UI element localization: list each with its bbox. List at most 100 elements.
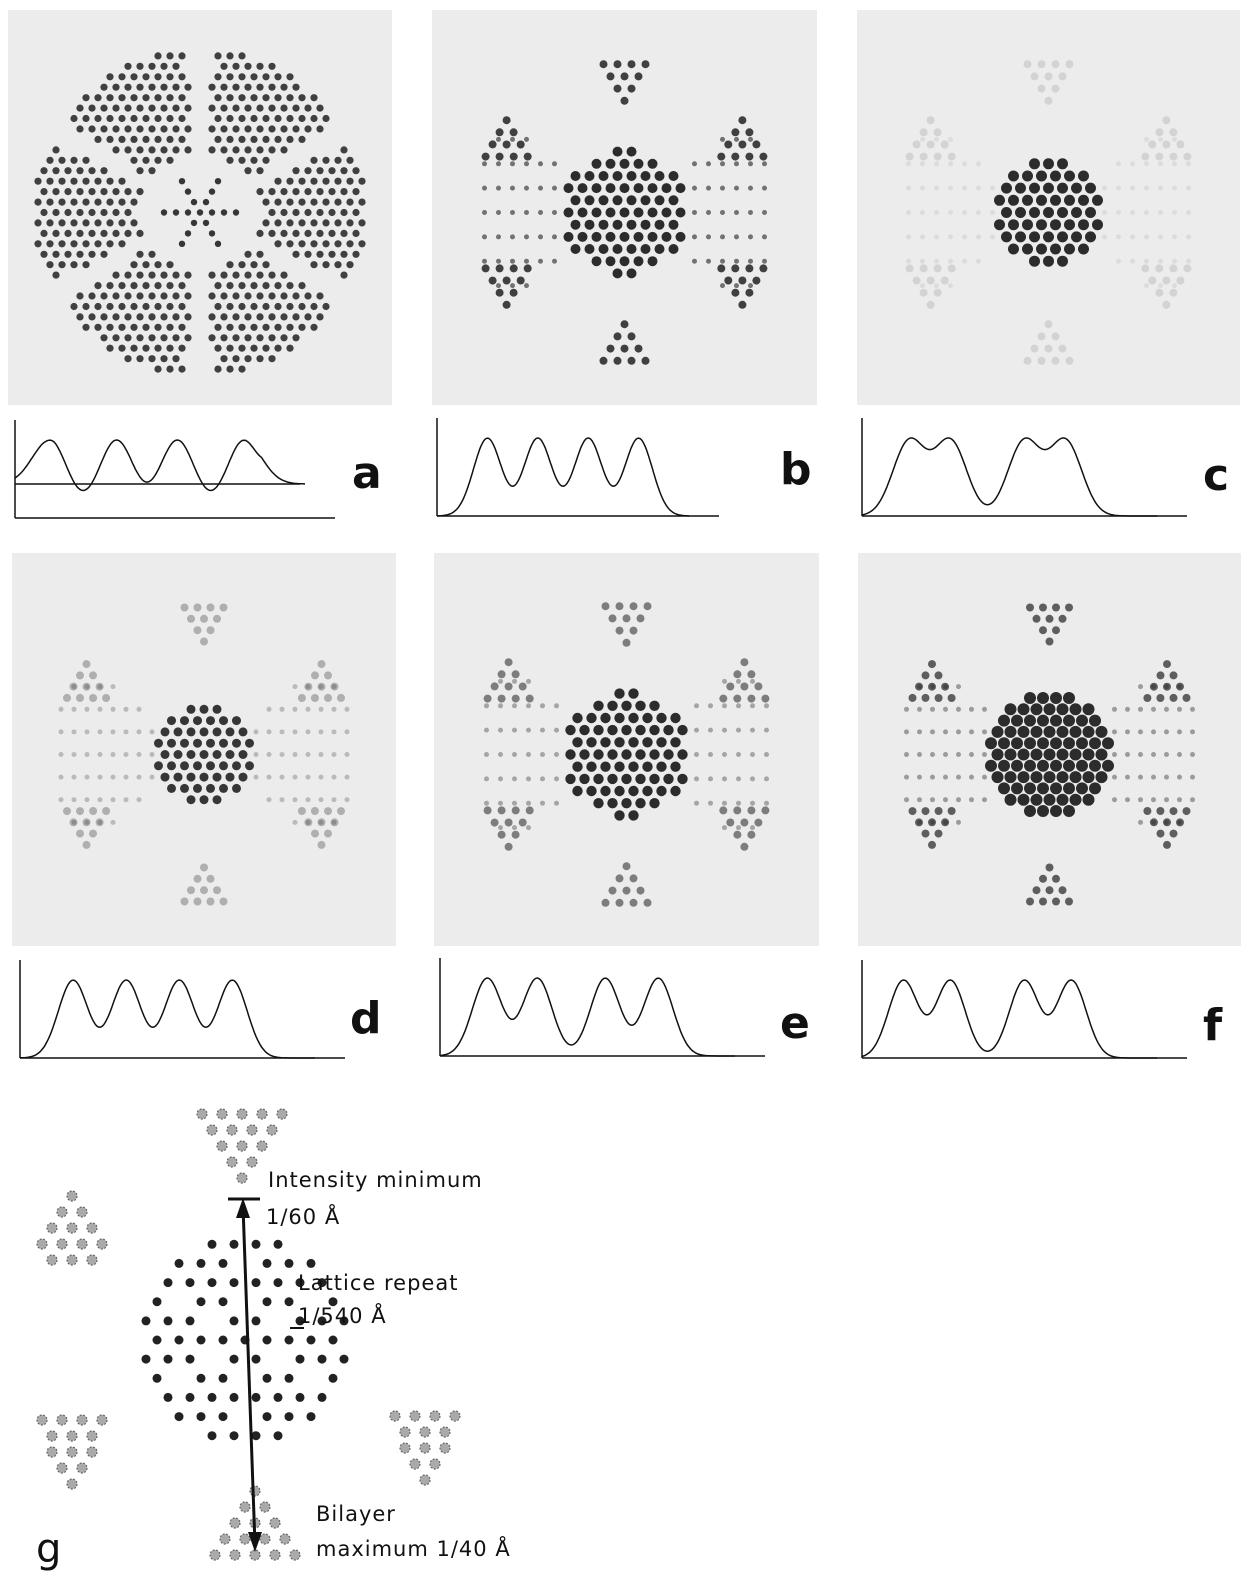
dot xyxy=(482,153,490,161)
dot xyxy=(310,324,317,331)
dot xyxy=(150,729,155,734)
grey-dot xyxy=(197,1109,207,1119)
dot xyxy=(720,259,725,264)
dot xyxy=(621,725,631,735)
dot xyxy=(510,128,518,136)
dot xyxy=(720,186,725,191)
dot xyxy=(600,357,608,365)
dot xyxy=(46,219,53,226)
dot xyxy=(1029,158,1040,169)
dot xyxy=(1155,264,1163,272)
dot xyxy=(106,282,113,289)
dot xyxy=(722,776,727,781)
dot xyxy=(70,178,77,185)
dot xyxy=(76,230,83,237)
dot xyxy=(153,1297,162,1306)
dot xyxy=(586,713,596,723)
dot xyxy=(1163,841,1171,849)
grey-dot xyxy=(260,1534,270,1544)
dot xyxy=(124,188,131,195)
dot xyxy=(200,864,208,872)
dot xyxy=(540,703,545,708)
grey-dot xyxy=(77,1463,87,1473)
dot xyxy=(920,128,928,136)
dot xyxy=(1015,231,1026,242)
dot xyxy=(263,1336,272,1345)
dot xyxy=(1052,85,1060,93)
dot xyxy=(607,72,615,80)
dot xyxy=(484,695,492,703)
dot xyxy=(1172,137,1177,142)
dot xyxy=(244,63,251,70)
dot xyxy=(552,186,557,191)
dot xyxy=(83,683,91,691)
dot xyxy=(1138,752,1143,757)
dot xyxy=(181,604,189,612)
dot xyxy=(764,728,769,733)
dot xyxy=(178,366,185,373)
dot xyxy=(1022,195,1033,206)
dot xyxy=(96,818,104,826)
dot xyxy=(663,725,673,735)
dot xyxy=(280,292,287,299)
dot xyxy=(142,324,149,331)
dot xyxy=(609,614,617,622)
dot xyxy=(747,831,755,839)
dot xyxy=(88,105,95,112)
dot xyxy=(52,188,59,195)
dot xyxy=(607,725,617,735)
dot xyxy=(285,1336,294,1345)
dot xyxy=(1031,703,1043,715)
dot xyxy=(1026,604,1034,612)
dot xyxy=(762,234,767,239)
dot xyxy=(112,105,119,112)
dot xyxy=(70,157,77,164)
dot xyxy=(76,807,84,815)
dot xyxy=(641,220,651,230)
dot xyxy=(340,188,347,195)
dot xyxy=(1031,771,1043,783)
pattern xyxy=(12,553,396,946)
dot xyxy=(256,146,263,153)
dot xyxy=(136,125,143,132)
dot xyxy=(274,1431,283,1440)
dot xyxy=(286,115,293,122)
dot xyxy=(153,1374,162,1383)
dot xyxy=(232,716,241,725)
dot xyxy=(920,210,925,215)
dot xyxy=(256,105,263,112)
dot xyxy=(346,157,353,164)
dot xyxy=(340,251,347,258)
dot xyxy=(1022,219,1033,230)
dot xyxy=(524,137,529,142)
dot xyxy=(1011,715,1023,727)
dot xyxy=(293,684,298,689)
dot xyxy=(630,874,638,882)
dot xyxy=(1163,660,1171,668)
dot xyxy=(761,806,769,814)
dot xyxy=(552,259,557,264)
dot xyxy=(298,282,305,289)
dot xyxy=(160,105,167,112)
dot xyxy=(310,178,317,185)
dot xyxy=(310,157,317,164)
dot xyxy=(298,240,305,247)
dot xyxy=(322,261,329,268)
dot xyxy=(1112,729,1117,734)
dot xyxy=(274,94,281,101)
dot xyxy=(623,614,631,622)
dot xyxy=(628,357,636,365)
dot xyxy=(750,703,755,708)
dot xyxy=(692,186,697,191)
dot xyxy=(329,1336,338,1345)
dot xyxy=(1031,72,1039,80)
dot xyxy=(1022,244,1033,255)
dot xyxy=(306,707,311,712)
dot xyxy=(274,136,281,143)
dot xyxy=(106,73,113,80)
dot xyxy=(1169,264,1177,272)
dot xyxy=(600,737,610,747)
dot xyxy=(635,798,645,808)
dot xyxy=(1033,615,1041,623)
dot xyxy=(286,94,293,101)
